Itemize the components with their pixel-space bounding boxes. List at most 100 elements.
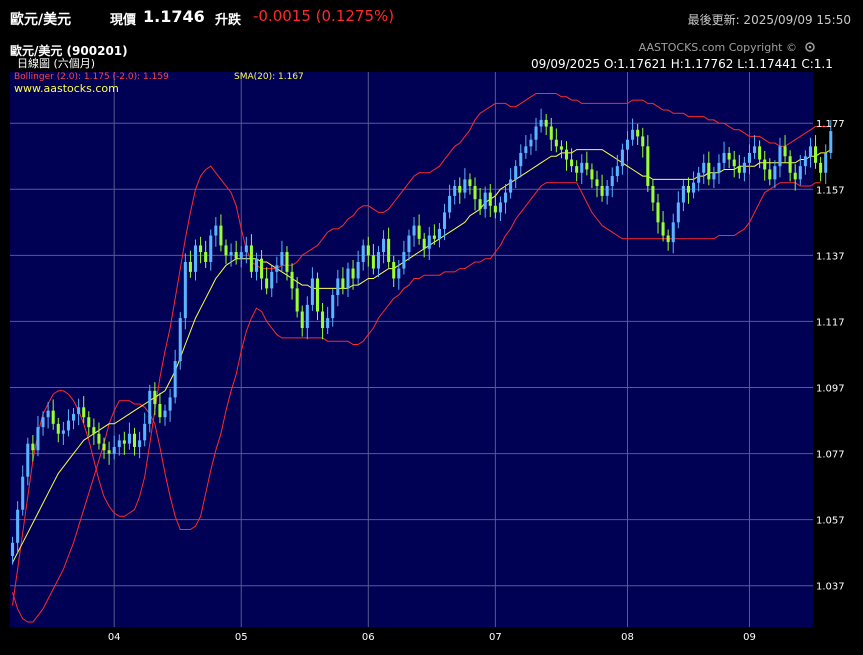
candle-body [493,205,497,213]
candle-body [397,268,401,279]
candle-body [214,225,218,236]
candle-body [336,278,340,295]
candle-body [661,222,665,236]
x-tick-label: 07 [489,632,502,643]
candles [11,108,833,565]
candle-body [270,271,274,289]
candle-body [559,146,563,150]
candle-body [483,192,487,210]
candle-body [356,261,360,279]
candle-body [234,252,238,259]
candle-body [382,238,386,253]
copyright-gear-icon [805,42,815,52]
bollinger-legend: Bollinger (2.0): 1.175 (-2.0): 1.159 [14,72,169,82]
candle-body [692,182,696,193]
candle-body [427,235,431,249]
ohlc-readout: 09/09/2025 O:1.17621 H:1.17762 L:1.17441… [531,57,833,71]
candle-body [798,166,802,180]
candle-body [498,202,502,213]
candle-body [453,185,457,196]
candle-body [564,149,569,160]
candle-body [107,450,111,454]
candle-body [51,410,55,424]
candle-body [514,166,518,180]
candle-body [188,261,192,272]
candle-body [402,252,406,269]
candle-body [387,238,391,262]
site-watermark: www.aastocks.com [14,82,119,95]
candle-body [376,252,380,269]
candle-body [519,152,523,167]
candle-body [239,252,243,259]
candle-body [732,159,736,167]
candle-body [768,169,772,180]
y-tick-label: 1.057 [816,516,845,527]
candle-body [727,152,731,160]
candle-body [575,166,579,173]
candle-body [31,443,35,451]
candle-body [620,149,624,167]
candle-body [778,146,782,167]
price-label: 現價 [110,13,137,28]
candle-body [219,225,223,246]
x-tick-label: 05 [235,632,248,643]
candle-body [168,397,172,411]
candle-body [66,420,70,431]
chart-symbol: 歐元/美元 (900201) [10,43,128,58]
candle-body [249,245,253,272]
copyright-text: AASTOCKS.com Copyright © [639,41,797,54]
y-tick-label: 1.097 [816,383,845,394]
candle-body [488,192,492,206]
axes: 1.177 1.157 1.137 1.117 1.097 1.077 1.057 1.037… [108,119,845,643]
candlestick-chart: 1.177 1.157 1.137 1.117 1.097 1.077 1.057 1.037… [10,41,845,643]
candle-body [82,407,86,418]
candle-body [102,443,106,451]
candle-body [763,159,767,170]
candle-body [503,192,508,203]
bollinger-bands [12,93,831,623]
candle-body [737,166,741,173]
current-price: 1.1746 [143,7,205,26]
candle-body [16,509,20,543]
candle-body [473,185,477,200]
candle-body [143,423,147,441]
y-tick-label: 1.157 [816,185,845,196]
candle-body [681,185,685,203]
candle-body [819,162,823,173]
candle-body [656,202,660,223]
candle-body [280,252,284,266]
last-update: 最後更新: 2025/09/09 15:50 [687,13,851,27]
plot-area [10,72,813,627]
candle-body [570,159,574,167]
candle-body [753,146,757,153]
candle-body [636,129,640,137]
candle-body [46,410,50,418]
candle-body [585,162,589,170]
candle-body [651,185,655,203]
candle-body [87,417,91,428]
chart-subtitle: 日線圖 (六個月) [17,56,95,70]
candle-body [178,318,182,362]
candle-body [326,318,330,329]
candle-body [361,245,365,262]
candle-body [468,179,472,186]
candle-body [534,126,538,140]
y-tick-label: 1.177 [816,119,845,130]
candle-body [77,407,81,414]
candle-body [158,404,162,418]
candle-body [193,245,198,272]
candle-body [341,278,345,289]
candle-body [686,185,691,193]
candle-body [138,440,142,447]
candle-body [97,433,101,444]
candle-body [783,146,787,157]
candle-body [605,185,609,196]
candle-body [524,146,528,153]
y-tick-label: 1.037 [816,582,845,593]
candle-body [122,440,126,444]
candle-body [544,119,548,127]
candle-body [366,245,370,256]
candle-body [229,252,233,256]
candle-body [285,252,289,272]
candle-body [443,212,447,229]
